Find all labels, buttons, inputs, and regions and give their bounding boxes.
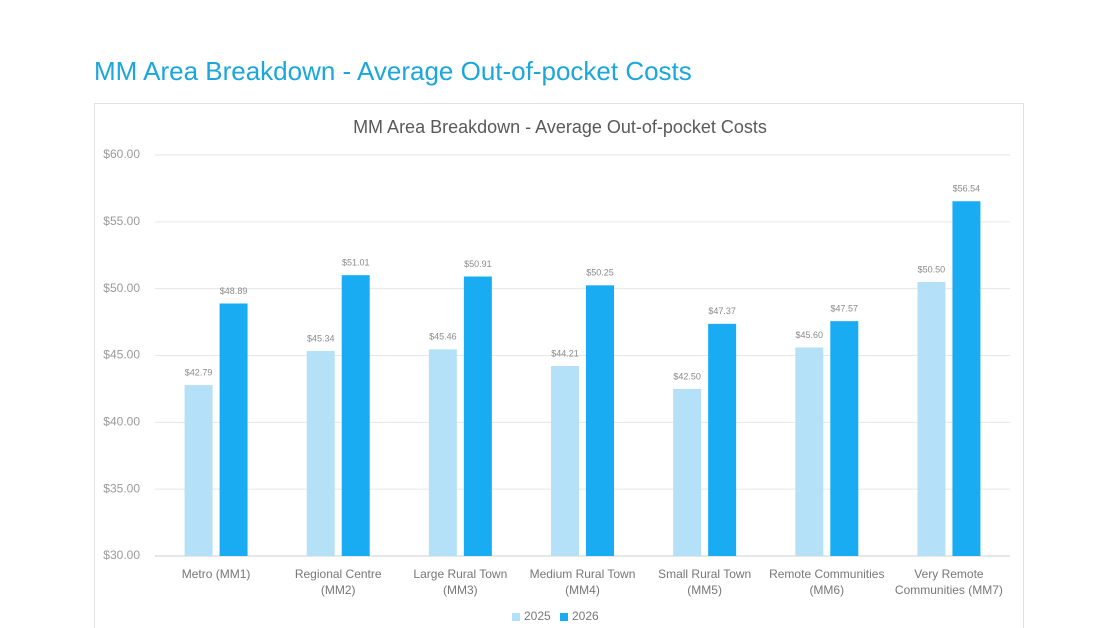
value-label: $42.79 — [185, 367, 213, 377]
x-tick-label: Metro (MM1) — [181, 567, 251, 581]
y-tick-label: $55.00 — [103, 214, 140, 228]
value-label: $48.89 — [220, 286, 248, 296]
bar — [917, 281, 946, 556]
value-label: $50.91 — [464, 259, 492, 269]
bar — [952, 201, 981, 557]
legend-label: 2025 — [524, 609, 551, 623]
value-label: $42.50 — [673, 371, 701, 381]
bar — [184, 385, 213, 556]
value-label: $45.34 — [307, 333, 335, 343]
bar — [341, 275, 370, 556]
bar — [673, 388, 702, 556]
bar — [586, 285, 614, 556]
y-tick-label: $50.00 — [103, 281, 140, 295]
y-tick-label: $30.00 — [103, 548, 140, 562]
bar — [428, 349, 457, 556]
page-heading: MM Area Breakdown - Average Out-of-pocke… — [94, 56, 692, 86]
value-label: $47.57 — [831, 304, 859, 314]
x-tick-label: Large Rural Town (MM3) — [413, 567, 508, 597]
value-label: $45.60 — [796, 330, 824, 340]
chart-title: MM Area Breakdown - Average Out-of-pocke… — [353, 117, 767, 137]
y-tick-label: $45.00 — [103, 348, 140, 362]
bar — [463, 276, 492, 556]
x-tick-label: Medium Rural Town (MM4) — [529, 567, 636, 597]
bar — [219, 303, 248, 556]
value-label: $44.21 — [551, 348, 579, 358]
bar — [795, 347, 824, 556]
legend-label: 2026 — [572, 609, 599, 623]
x-tick-label: Regional Centre (MM2) — [294, 567, 382, 597]
y-tick-label: $60.00 — [103, 147, 140, 161]
x-tick-label: Small Rural Town (MM5) — [658, 567, 752, 597]
value-label: $51.01 — [342, 258, 370, 268]
value-label: $45.46 — [429, 332, 457, 342]
bar — [830, 321, 859, 556]
value-label: $50.50 — [918, 264, 946, 274]
bar — [551, 366, 579, 556]
legend-swatch — [512, 613, 520, 621]
bar — [708, 323, 737, 556]
value-label: $56.54 — [953, 184, 981, 194]
y-tick-label: $40.00 — [103, 415, 140, 429]
x-tick-label: Remote Communities (MM6) — [769, 567, 885, 597]
chart-frame — [94, 103, 1024, 628]
x-tick-label: Very Remote Communities (MM7) — [894, 567, 1003, 597]
value-label: $50.25 — [586, 268, 614, 278]
value-label: $47.37 — [708, 306, 736, 316]
legend-swatch — [560, 613, 568, 621]
y-tick-label: $35.00 — [103, 481, 140, 495]
bar — [306, 350, 335, 556]
